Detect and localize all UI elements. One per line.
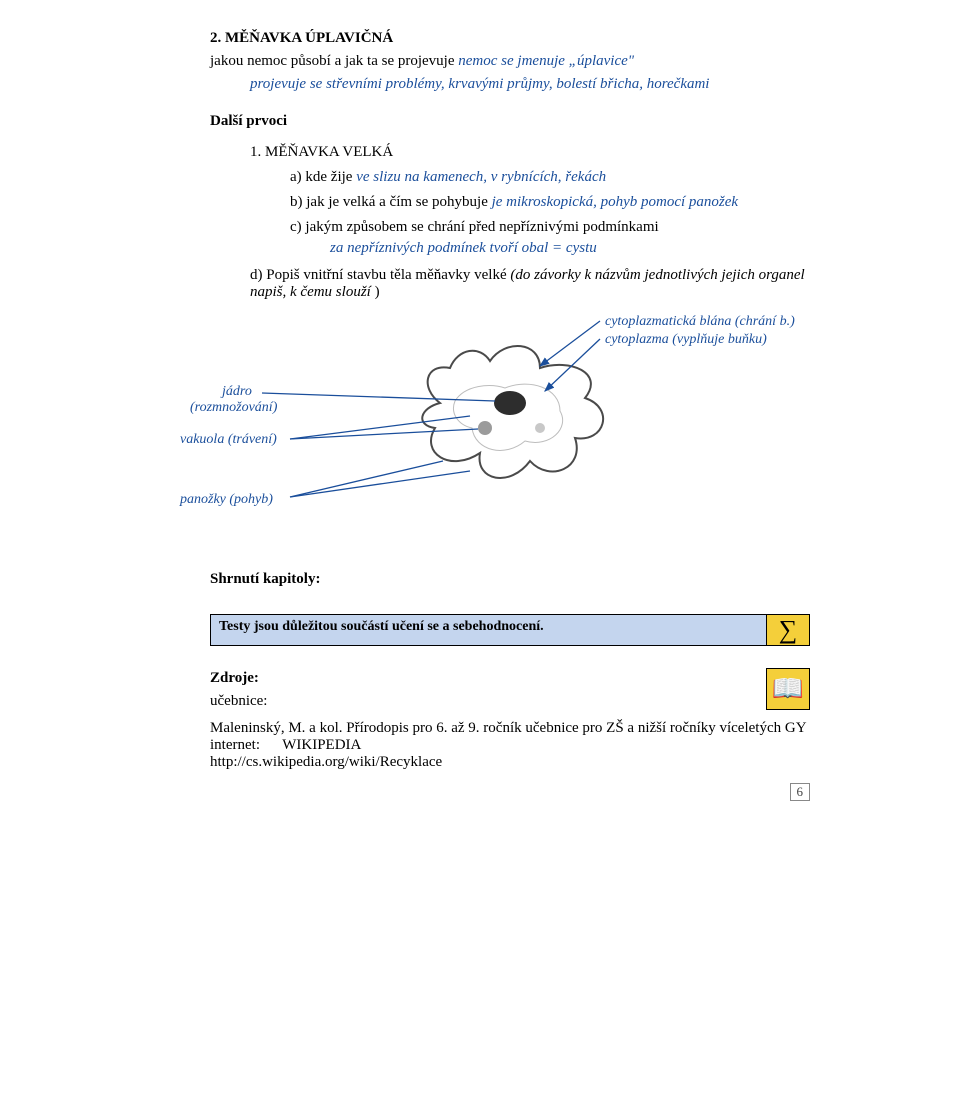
further-item-1: 1. MĚŇAVKA VELKÁ [210, 144, 810, 161]
sources-internet-value: WIKIPEDIA [282, 737, 361, 753]
further-d-q3: ) [375, 284, 380, 300]
sigma-icon: ∑ [767, 614, 810, 646]
section-2-answer-inline: nemoc se jmenuje „úplavice" [458, 53, 634, 69]
further-d-q1: d) Popiš vnitřní stavbu těla měňavky vel… [250, 267, 510, 283]
section-2-question: jakou nemoc působí a jak ta se projevuje [210, 53, 458, 69]
further-b-line: b) jak je velká a čím se pohybuje je mik… [210, 194, 810, 211]
lbl-nucleus-l1: jádro [222, 383, 252, 401]
sources-url: http://cs.wikipedia.org/wiki/Recyklace [210, 754, 810, 771]
further-c-a: za nepříznivých podmínek tvoří obal = cy… [210, 240, 810, 257]
page-number: 6 [790, 783, 811, 801]
further-a-line: a) kde žije ve slizu na kamenech, v rybn… [210, 169, 810, 186]
further-heading: Další prvoci [210, 113, 810, 130]
lbl-nucleus-l2: (rozmnožování) [190, 399, 277, 417]
sources-book-line: Maleninský, M. a kol. Přírodopis pro 6. … [210, 720, 810, 737]
summary-bar: Testy jsou důležitou součástí učení se a… [210, 614, 810, 646]
section-2-question-line: jakou nemoc působí a jak ta se projevuje… [210, 53, 810, 70]
further-item-title: MĚŇAVKA VELKÁ [265, 144, 393, 160]
further-b-q: b) jak je velká a čím se pohybuje [290, 194, 492, 210]
summary-heading: Shrnutí kapitoly: [210, 571, 810, 588]
sources-internet-line: internet: WIKIPEDIA [210, 737, 810, 754]
lbl-cyto-membrane: cytoplazmatická blána (chrání b.) [605, 313, 795, 331]
amoeba-vacuole-1 [478, 421, 492, 435]
book-icon: 📖 [766, 668, 810, 710]
sources-internet-label: internet: [210, 737, 260, 753]
amoeba-svg [410, 333, 630, 493]
further-d-block: d) Popiš vnitřní stavbu těla měňavky vel… [210, 267, 810, 301]
sources-row: Zdroje: učebnice: 📖 [210, 668, 810, 712]
section-2-heading: 2. MĚŇAVKA ÚPLAVIČNÁ [210, 30, 810, 47]
section-2-symptoms: projevuje se střevními problémy, krvavým… [210, 76, 810, 93]
amoeba-nucleus [494, 391, 526, 415]
amoeba-vacuole-2 [535, 423, 545, 433]
lbl-pseudopodia: panožky (pohyb) [180, 491, 273, 509]
further-a-a: ve slizu na kamenech, v rybnících, řekác… [356, 169, 606, 185]
sources-sub1: učebnice: [210, 693, 766, 710]
sources-heading: Zdroje: [210, 670, 766, 687]
further-c-q: c) jakým způsobem se chrání před nepřízn… [210, 219, 810, 236]
summary-text: Testy jsou důležitou součástí učení se a… [210, 614, 767, 646]
further-a-q: a) kde žije [290, 169, 356, 185]
amoeba-diagram: cytoplazmatická blána (chrání b.) cytopl… [210, 311, 850, 521]
lbl-vacuole: vakuola (trávení) [180, 431, 277, 449]
further-item-number: 1. [250, 144, 265, 160]
further-b-a: je mikroskopická, pohyb pomocí panožek [492, 194, 738, 210]
